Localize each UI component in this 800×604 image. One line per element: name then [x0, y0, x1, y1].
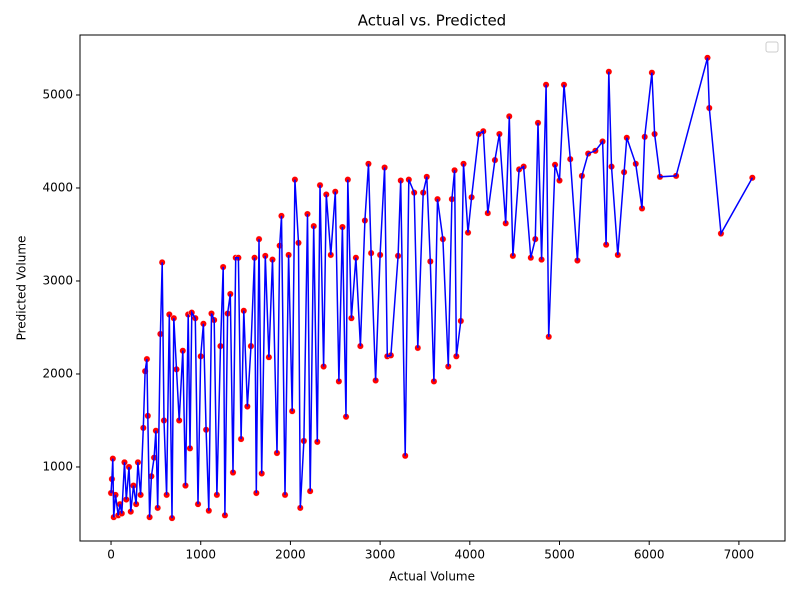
x-tick-label: 0: [107, 548, 115, 562]
y-tick-label: 4000: [42, 180, 73, 194]
x-tick-label: 6000: [634, 548, 665, 562]
y-tick-label: 5000: [42, 87, 73, 101]
x-tick-label: 3000: [365, 548, 396, 562]
y-tick-label: 1000: [42, 459, 73, 473]
x-tick-label: 7000: [724, 548, 755, 562]
y-tick-label: 3000: [42, 273, 73, 287]
x-tick-label: 1000: [185, 548, 216, 562]
x-tick-label: 5000: [544, 548, 575, 562]
axes-frame: [79, 34, 786, 542]
plot-area: [107, 54, 756, 522]
y-axis-label: Predicted Volume: [15, 236, 29, 341]
line: [110, 57, 754, 519]
x-tick-label: 4000: [455, 548, 486, 562]
legend: [765, 41, 779, 53]
x-tick-label: 2000: [275, 548, 306, 562]
point: [748, 174, 756, 182]
chart-title: Actual vs. Predicted: [358, 12, 506, 30]
y-tick-label: 2000: [42, 366, 73, 380]
x-axis-label: Actual Volume: [389, 570, 475, 584]
